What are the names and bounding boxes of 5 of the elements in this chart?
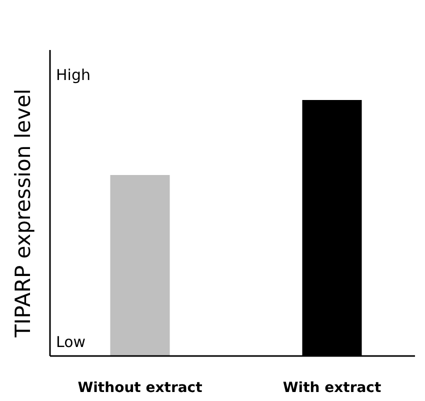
- x-tick-label: Without extract: [78, 380, 203, 396]
- annotation: Low: [56, 333, 86, 351]
- x-tick-label: With extract: [282, 380, 382, 396]
- y-axis-title: TIPARP expression level: [11, 88, 35, 338]
- text: High: [56, 66, 90, 84]
